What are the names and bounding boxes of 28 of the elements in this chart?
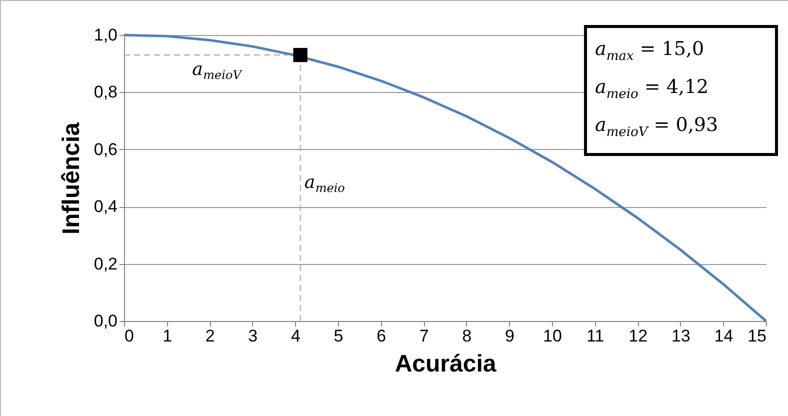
annotation: a$_{max}$ = 15,0: [595, 37, 706, 66]
annotation: a$_{meioV}$ = 0,93: [595, 112, 720, 142]
x-tick-label: 2: [205, 326, 215, 346]
x-tick-label: 8: [462, 326, 472, 346]
x-tick-label: 12: [628, 326, 648, 346]
x-axis-title: Acurácia: [394, 350, 497, 378]
y-tick-label: 0,2: [94, 254, 118, 274]
x-tick-label: 3: [248, 326, 258, 346]
x-tick-label: 9: [504, 326, 514, 346]
y-tick-label: 0,4: [94, 197, 118, 216]
annotation: a$_{meio}$ = 4,12: [595, 74, 710, 104]
x-tick-label: 5: [334, 326, 344, 346]
y-tick-label: 0,6: [94, 140, 118, 159]
x-tick-label: 11: [586, 326, 604, 346]
text-box: a$_{max}$ = 15,0 a$_{meio}$ = 4,12 a$_{meioV}$ = 0,93: [584, 25, 778, 156]
x-tick-label: 6: [376, 326, 386, 346]
x-tick-label: 13: [671, 326, 690, 346]
x-tick-label: 4: [290, 326, 300, 346]
y-axis-title: Influência: [58, 122, 85, 235]
x-tick-label: 15: [748, 326, 766, 346]
y-tick-label: 0,0: [94, 312, 118, 330]
x-tick-label: 14: [714, 326, 734, 346]
x-tick-label: 1: [162, 326, 172, 346]
y-tick-label: 0,8: [94, 82, 118, 102]
x-tick-label: 10: [543, 326, 562, 346]
x-tick-label: 0: [124, 326, 134, 346]
y-tick-label: 1,0: [94, 26, 118, 44]
x-tick-label: 7: [419, 326, 429, 346]
